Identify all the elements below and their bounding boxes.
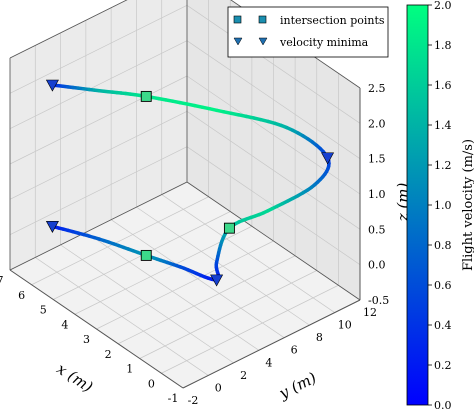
colorbar-tick-label: 0.6: [434, 279, 452, 292]
x-tick-label: 4: [61, 318, 68, 331]
z-tick-label: 2.0: [368, 117, 386, 130]
x-tick-label: 5: [40, 304, 47, 317]
z-tick-label: 2.5: [368, 82, 386, 95]
colorbar-tick-label: 1.4: [434, 119, 452, 132]
colorbar: 0.0 0.2 0.4 0.6 0.8 1.0 1.2 1.4 1.6 1.8 2.0 Flight…: [407, 0, 474, 412]
y-tick-label: 0: [215, 381, 222, 394]
x-tick-label: 6: [18, 289, 25, 302]
x-tick-label: 2: [105, 348, 112, 361]
colorbar-tick-label: 0.8: [434, 239, 452, 252]
intersection-point-marker: [141, 250, 151, 260]
colorbar-gradient: [407, 5, 428, 405]
intersection-point-marker: [141, 91, 151, 101]
z-tick-label: 0.0: [368, 259, 386, 272]
colorbar-tick-label: 0.4: [434, 319, 452, 332]
x-tick-label: 7: [0, 274, 4, 287]
colorbar-tick-label: 1.8: [434, 39, 452, 52]
z-tick-label: 0.5: [368, 223, 386, 236]
y-tick-label: 6: [291, 344, 298, 357]
colorbar-tick-label: 1.6: [434, 79, 452, 92]
x-tick-label: 0: [148, 377, 155, 390]
legend-label-intersection: intersection points: [280, 14, 385, 27]
colorbar-label: Flight velocity (m/s): [461, 139, 474, 271]
legend-square-icon: [234, 16, 241, 23]
y-tick-label: 8: [316, 331, 323, 344]
colorbar-tick-label: 0.2: [434, 359, 452, 372]
x-tick-label: -1: [168, 392, 179, 405]
x-tick-label: 1: [126, 363, 133, 376]
colorbar-tick-label: 0.0: [434, 399, 452, 412]
colorbar-tick-label: 1.2: [434, 159, 452, 172]
legend-square-icon: [259, 16, 266, 23]
z-tick-label: 1.5: [368, 153, 386, 166]
y-tick-label: 10: [338, 319, 352, 332]
intersection-point-marker: [224, 223, 234, 233]
y-tick-label: 2: [240, 369, 247, 382]
x-tick-label: 3: [83, 333, 90, 346]
z-tick-label: -0.5: [368, 294, 389, 307]
colorbar-tick-label: 1.0: [434, 199, 452, 212]
colorbar-tick-label: 2.0: [434, 0, 452, 12]
y-tick-label: 12: [363, 306, 377, 319]
y-axis-label: y (m): [275, 369, 319, 403]
y-tick-label: -2: [188, 394, 199, 407]
colorbar-ticks: 0.0 0.2 0.4 0.6 0.8 1.0 1.2 1.4 1.6 1.8 2.0: [428, 0, 452, 412]
x-axis-label: x (m): [53, 360, 96, 397]
legend-label-velocity-minima: velocity minima: [279, 36, 369, 49]
z-tick-label: 1.0: [368, 188, 386, 201]
legend: intersection points velocity minima: [228, 7, 388, 57]
y-tick-label: 4: [265, 356, 272, 369]
